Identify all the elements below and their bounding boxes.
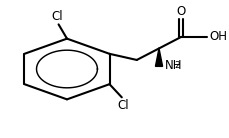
Text: Cl: Cl (51, 10, 62, 23)
Text: OH: OH (208, 30, 226, 43)
Text: NH: NH (164, 59, 181, 72)
Text: O: O (176, 5, 185, 18)
Polygon shape (155, 48, 162, 66)
Text: 2: 2 (173, 61, 179, 71)
Text: Cl: Cl (117, 99, 128, 112)
